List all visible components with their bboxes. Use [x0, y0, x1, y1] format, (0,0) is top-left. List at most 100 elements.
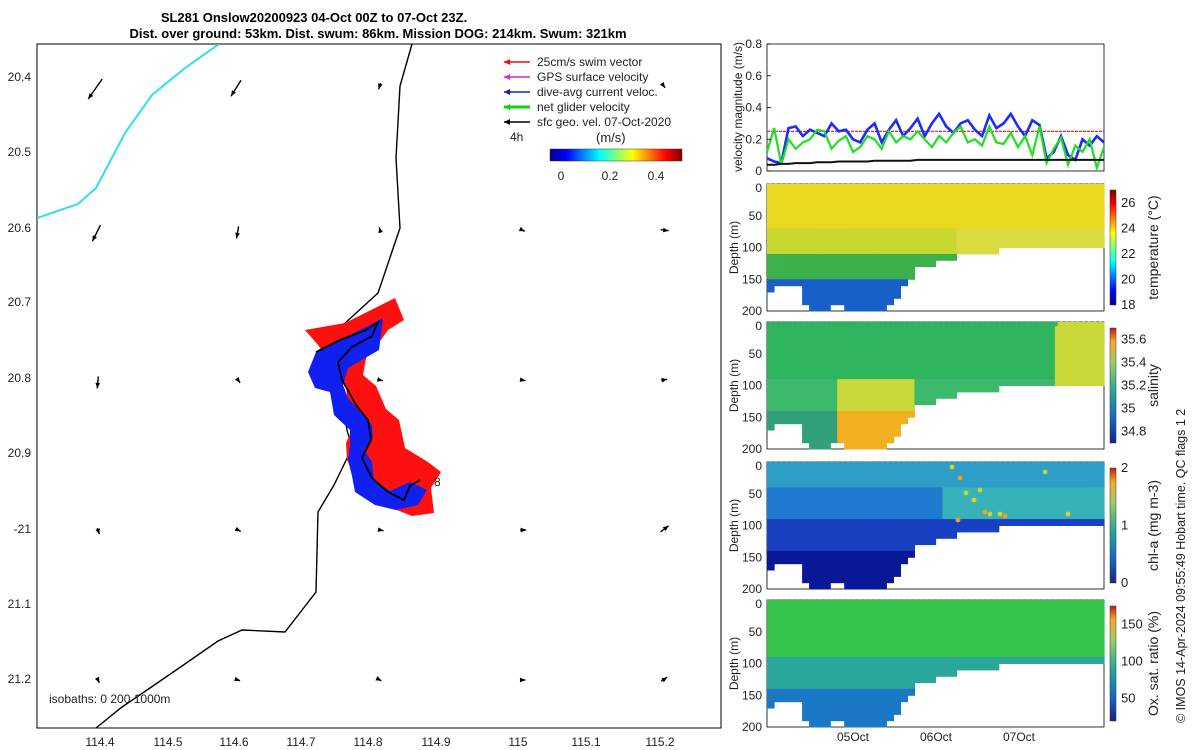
section-cell — [816, 379, 824, 386]
section-surface-dot — [846, 321, 851, 327]
section-cell — [809, 663, 817, 671]
section-surface-dot — [969, 183, 974, 189]
section-cell — [802, 423, 810, 431]
section-cell — [1026, 625, 1035, 633]
section-surface-dot — [862, 461, 868, 467]
section-cell — [844, 582, 852, 590]
section-ytick-label: 50 — [749, 347, 763, 361]
section-cell — [991, 196, 1000, 204]
section-cell — [1005, 334, 1014, 342]
section-cell — [802, 410, 810, 418]
section-cell — [942, 190, 951, 198]
section-cell — [928, 341, 937, 348]
section-cell — [823, 669, 831, 677]
section-cell — [907, 519, 915, 526]
section-cell — [837, 701, 845, 709]
section-cell — [823, 500, 831, 507]
section-cell — [816, 334, 824, 342]
section-cell — [823, 625, 831, 633]
section-cell — [837, 644, 845, 652]
section-cell — [1075, 638, 1084, 645]
section-cell — [830, 631, 838, 639]
section-cell — [844, 247, 852, 255]
section-cell — [1061, 631, 1070, 639]
section-cell — [858, 487, 866, 495]
section-cell — [1090, 631, 1098, 639]
section-cell — [816, 222, 824, 229]
section-cell — [1033, 241, 1042, 249]
section-cell — [935, 366, 944, 374]
section-cell — [858, 688, 866, 696]
section-cell — [767, 563, 775, 571]
section-cell — [1068, 625, 1077, 633]
section-cell — [886, 657, 894, 664]
section-cell — [809, 279, 817, 287]
section-cell — [858, 291, 866, 299]
section-cell — [970, 222, 979, 229]
section-cell — [830, 544, 838, 552]
section-cell — [767, 398, 775, 406]
section-cell — [830, 531, 838, 539]
section-cell — [865, 576, 873, 584]
section-cell — [1075, 512, 1084, 520]
section-cell — [858, 576, 866, 584]
section-cell — [816, 688, 824, 696]
section-cell — [1061, 372, 1070, 380]
section-cell — [858, 663, 866, 671]
section-cell — [802, 519, 810, 526]
section-cell — [879, 657, 887, 664]
velocity-ytick-label: 0.4 — [745, 101, 762, 115]
section-cell — [802, 506, 810, 514]
section-cell — [893, 688, 901, 696]
title-line-1: SL281 Onslow20200923 04-Oct 00Z to 07-Oc… — [161, 10, 467, 25]
section-cell — [823, 417, 831, 425]
section-cell — [1090, 474, 1098, 482]
section-cell — [837, 253, 845, 261]
section-cell — [865, 525, 873, 533]
section-cell — [830, 379, 838, 386]
section-cell — [858, 506, 866, 514]
section-cell — [942, 203, 951, 210]
section-cell — [865, 468, 873, 476]
section-cell — [774, 676, 782, 684]
section-cell — [1026, 347, 1035, 355]
section-cell — [879, 563, 887, 571]
section-cell — [788, 544, 796, 552]
section-cell — [837, 619, 845, 626]
section-surface-dot — [1070, 321, 1075, 327]
section-cell — [942, 506, 951, 514]
section-surface-dot — [778, 183, 784, 189]
section-cell — [830, 222, 838, 229]
section-cell — [816, 638, 824, 645]
section-cell — [942, 184, 951, 191]
section-cell — [816, 538, 824, 546]
section-cell — [823, 557, 831, 565]
section-cell — [914, 531, 922, 539]
section-cell — [1026, 512, 1035, 520]
section-cell — [788, 612, 796, 620]
section-cell — [998, 379, 1007, 386]
section-cell — [970, 631, 979, 639]
section-cell — [788, 550, 796, 558]
section-cell — [809, 612, 817, 620]
section-cell — [1005, 328, 1014, 336]
section-surface-dot — [795, 321, 801, 327]
section-cell — [886, 241, 894, 249]
section-cell — [865, 417, 873, 425]
section-cell — [844, 291, 852, 299]
velocity-ticks: 00.20.40.60.8 — [745, 37, 771, 178]
section-cell — [788, 481, 796, 488]
section-cell — [781, 266, 789, 274]
section-cell — [823, 379, 831, 386]
section-cell — [977, 506, 986, 514]
section-cell — [928, 260, 937, 268]
section-cell — [872, 688, 880, 696]
section-cell — [963, 209, 972, 217]
section-cell — [767, 266, 775, 274]
section-cell — [1090, 328, 1098, 336]
section-cell — [774, 260, 782, 268]
section-cell — [781, 260, 789, 268]
section-cell — [767, 657, 775, 664]
section-cell — [879, 234, 887, 242]
section-cell — [865, 708, 873, 715]
